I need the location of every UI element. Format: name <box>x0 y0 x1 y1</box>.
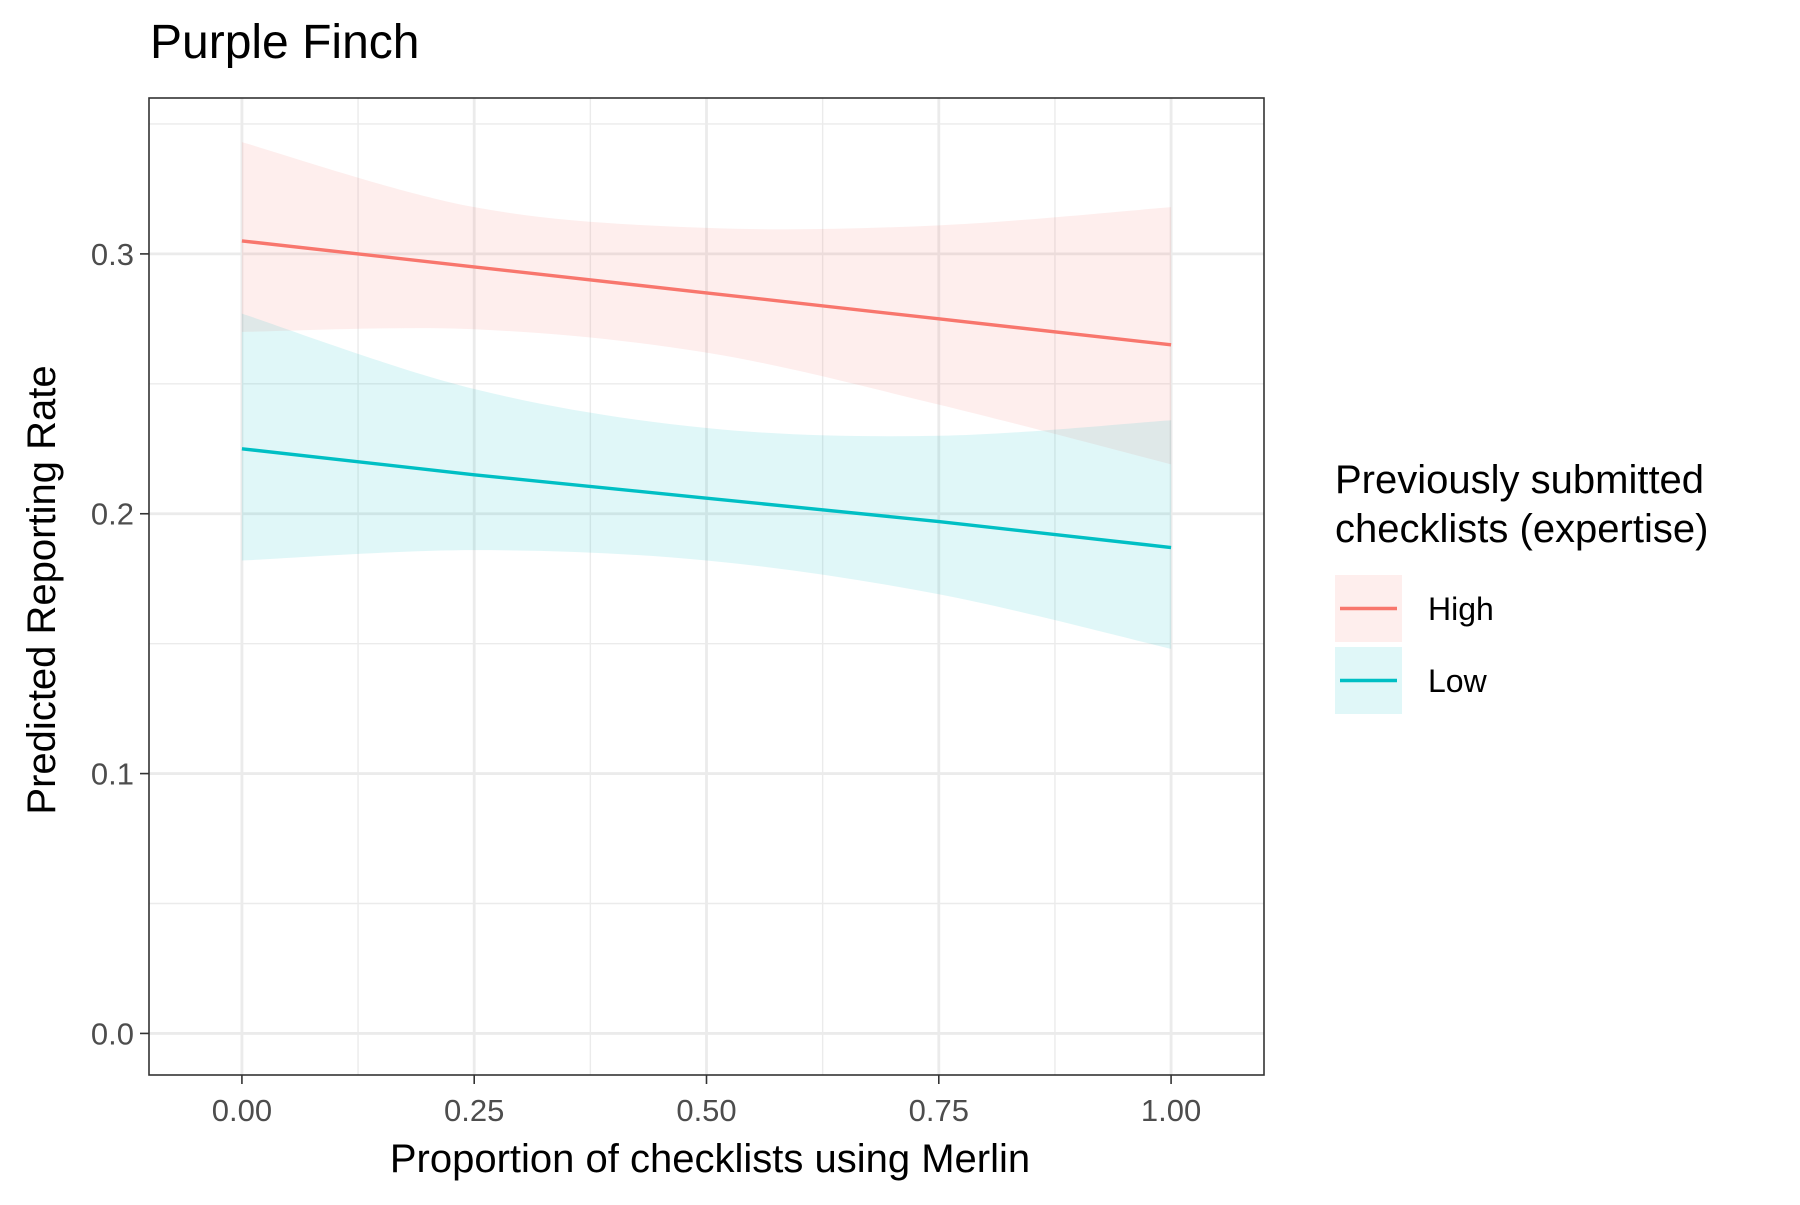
x-tick-label: 0.25 <box>444 1093 504 1128</box>
y-tick-label: 0.1 <box>91 757 134 792</box>
x-tick-label: 0.00 <box>212 1093 272 1128</box>
x-tick-label: 1.00 <box>1141 1093 1201 1128</box>
y-tick-label: 0.3 <box>91 237 134 272</box>
x-tick-label: 0.75 <box>909 1093 969 1128</box>
y-tick-label: 0.0 <box>91 1016 134 1051</box>
legend-title-line1: Previously submitted <box>1335 458 1704 502</box>
x-axis-label: Proportion of checklists using Merlin <box>390 1137 1030 1181</box>
y-tick-label: 0.2 <box>91 497 134 532</box>
y-axis-label: Predicted Reporting Rate <box>20 365 64 814</box>
legend-label-high: High <box>1428 591 1494 627</box>
legend: Previously submitted checklists (experti… <box>1335 458 1708 714</box>
series-line-low <box>241 447 1172 550</box>
plot-panel <box>148 97 1265 1076</box>
x-tick-label: 0.50 <box>676 1093 736 1128</box>
series-line-high <box>241 239 1172 347</box>
legend-label-low: Low <box>1428 663 1488 699</box>
chart-title: Purple Finch <box>150 16 419 69</box>
confidence-band-high <box>241 142 1172 465</box>
legend-title-line2: checklists (expertise) <box>1335 507 1708 551</box>
confidence-band-low <box>241 313 1172 649</box>
